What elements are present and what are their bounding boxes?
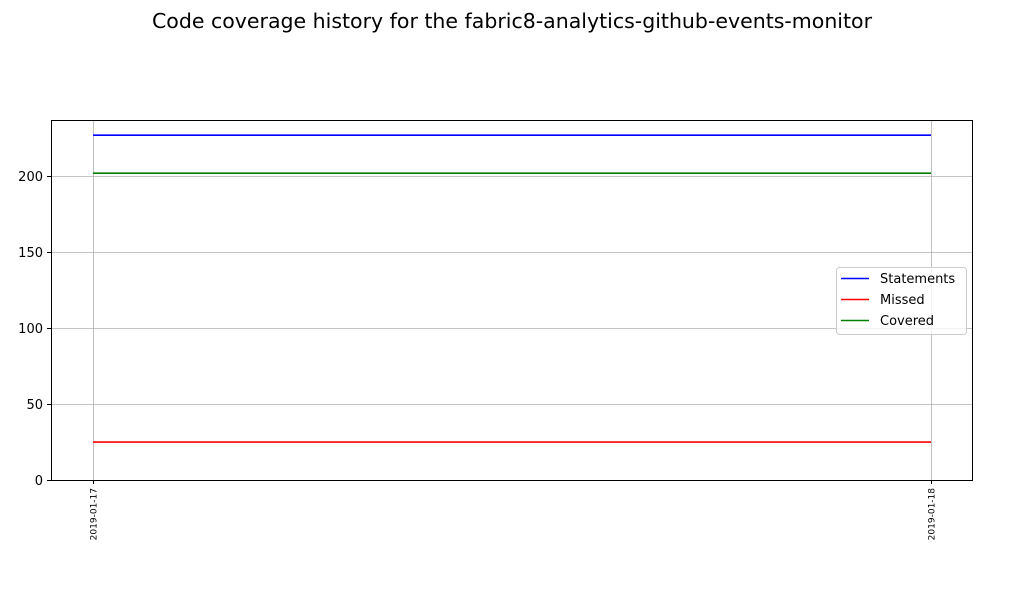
y-tick-label: 50	[26, 398, 43, 413]
legend-label: Covered	[880, 314, 934, 329]
y-tick-label: 0	[35, 474, 43, 489]
x-tick-label: 2019-01-17	[90, 488, 100, 540]
plot-frame	[51, 120, 973, 481]
series-lines	[93, 134, 931, 443]
axis-ticks: 0 50 100 150 200 2019-01-17 2019-01-18	[18, 170, 937, 540]
x-tick-label: 2019-01-18	[928, 488, 938, 541]
legend-label: Missed	[880, 293, 925, 308]
y-tick-label: 150	[18, 246, 43, 261]
chart-title: Code coverage history for the fabric8-an…	[152, 9, 873, 33]
legend: Statements Missed Covered	[836, 267, 967, 335]
legend-box	[836, 267, 967, 335]
legend-label: Statements	[880, 272, 955, 287]
y-tick-label: 200	[18, 170, 43, 185]
y-tick-label: 100	[18, 322, 43, 337]
grid-lines	[51, 120, 973, 480]
